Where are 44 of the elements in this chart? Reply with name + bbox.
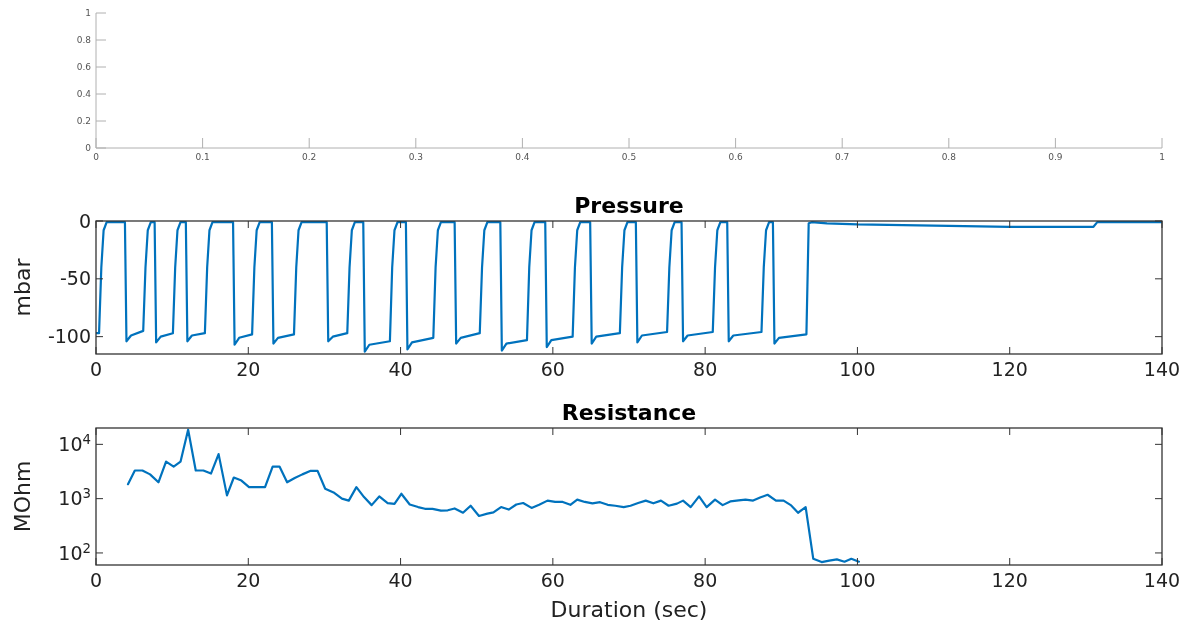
x-tick-label: 0.1 — [195, 152, 210, 162]
x-tick-label: 0.4 — [515, 152, 530, 162]
x-tick-label: 140 — [1143, 569, 1181, 591]
x-tick-label: 20 — [236, 569, 261, 591]
y-tick-label: 0 — [78, 209, 91, 232]
y-tick-label: 0.2 — [76, 116, 91, 127]
chart-title: Resistance — [561, 400, 697, 425]
x-tick-label: 0.6 — [728, 152, 744, 162]
x-tick-label: 100 — [839, 569, 876, 591]
x-tick-label: 0.7 — [835, 152, 850, 162]
x-tick-label: 60 — [540, 569, 565, 591]
x-axis-title: Duration (sec) — [550, 597, 708, 622]
y-tick-label: 0 — [85, 143, 92, 154]
x-tick-label: 0.9 — [1048, 152, 1063, 162]
y-tick-label: -50 — [59, 267, 91, 290]
y-tick-label: -100 — [47, 325, 91, 348]
y-axis-title: MOhm — [10, 460, 35, 533]
x-tick-label: 80 — [693, 569, 718, 591]
x-tick-label: 40 — [388, 569, 413, 591]
x-tick-label: 140 — [1143, 358, 1181, 380]
x-tick-label: 20 — [236, 358, 261, 380]
x-tick-label: 80 — [693, 358, 718, 380]
x-tick-label: 0.5 — [621, 152, 637, 162]
x-tick-label: 1 — [1159, 152, 1165, 162]
chart-title: Pressure — [574, 193, 684, 218]
line-series — [126, 428, 861, 564]
y-tick-label: 10$^{3}$ — [58, 485, 91, 510]
y-axis-title: mbar — [10, 257, 35, 317]
line-series — [96, 221, 1162, 353]
y-tick-label: 0.4 — [76, 89, 92, 100]
x-tick-label: 0.3 — [408, 152, 423, 162]
x-tick-label: 0 — [93, 152, 100, 162]
x-tick-label: 0.2 — [302, 152, 317, 162]
y-tick-label: 1 — [85, 8, 91, 19]
x-tick-label: 60 — [540, 358, 565, 380]
y-tick-label: 0.6 — [76, 62, 92, 73]
x-tick-label: 100 — [839, 358, 876, 380]
x-tick-label: 0.8 — [941, 152, 957, 162]
y-tick-label: 10$^{2}$ — [58, 540, 91, 564]
x-tick-label: 40 — [388, 358, 413, 380]
y-tick-label: 0.8 — [76, 35, 92, 46]
y-tick-label: 10$^{4}$ — [58, 431, 91, 455]
x-tick-label: 120 — [991, 358, 1028, 380]
x-tick-label: 120 — [991, 569, 1028, 591]
